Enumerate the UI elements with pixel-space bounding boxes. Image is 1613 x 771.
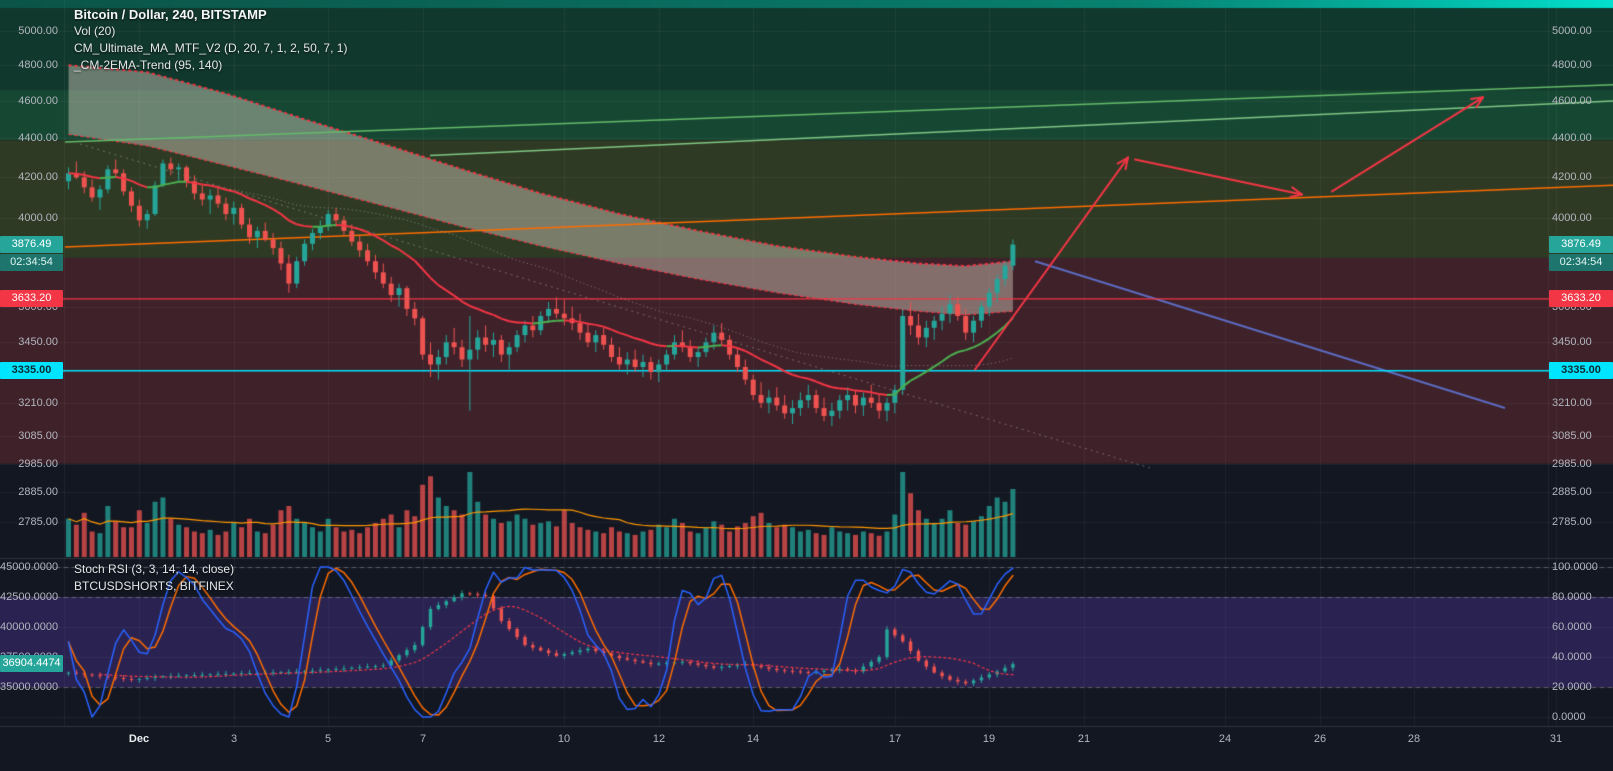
price-tick-label: 2785.00 (1552, 516, 1592, 528)
price-tick-label: 3085.00 (1552, 430, 1592, 442)
time-tick-label: 7 (419, 733, 427, 745)
shorts-value-badge: 36904.4474 (0, 655, 63, 672)
bar-countdown-badge: 02:34:54 (1549, 254, 1613, 271)
time-tick-label: 24 (1218, 733, 1232, 745)
price-tick-label: 4600.00 (1552, 95, 1592, 107)
price-tick-label: 60.0000 (1552, 621, 1592, 633)
price-tick-label: 5000.00 (18, 25, 58, 37)
time-tick-label: 14 (746, 733, 760, 745)
time-tick-label: 26 (1313, 733, 1327, 745)
support-level-badge: 3335.00 (1549, 362, 1613, 379)
time-tick-label: 10 (557, 733, 571, 745)
price-tick-label: 45000.0000 (0, 561, 59, 573)
price-tick-label: 40000.0000 (0, 621, 59, 633)
price-tick-label: 3450.00 (1552, 336, 1592, 348)
time-tick-label: 17 (888, 733, 902, 745)
indicator-btcusdshorts[interactable]: BTCUSDSHORTS, BITFINEX (74, 579, 234, 593)
time-tick-label: 3 (230, 733, 238, 745)
price-tick-label: 20.0000 (1552, 681, 1592, 693)
lower-pane-legend: Stoch RSI (3, 3, 14, 14, close) BTCUSDSH… (74, 561, 234, 595)
price-tick-label: 2985.00 (1552, 458, 1592, 470)
price-tick-label: 3085.00 (18, 430, 58, 442)
time-tick-label: 12 (652, 733, 666, 745)
time-tick-label: 31 (1549, 733, 1563, 745)
support-level-badge: 3335.00 (0, 362, 63, 379)
price-tick-label: 42500.0000 (0, 591, 59, 603)
price-tick-label: 4800.00 (18, 59, 58, 71)
time-axis[interactable]: Dec 3 5 7 10 12 14 17 19 21 24 26 28 31 (0, 726, 1613, 771)
symbol-title[interactable]: Bitcoin / Dollar, 240, BITSTAMP (74, 7, 267, 22)
indicator-cm-2ema-trend[interactable]: _CM-2EMA-Trend (95, 140) (74, 58, 223, 72)
time-tick-label: 21 (1077, 733, 1091, 745)
price-tick-label: 4000.00 (1552, 212, 1592, 224)
indicator-volume[interactable]: Vol (20) (74, 24, 116, 38)
price-tick-label: 4800.00 (1552, 59, 1592, 71)
price-tick-label: 3210.00 (1552, 397, 1592, 409)
alert-price-badge: 3633.20 (1549, 290, 1613, 307)
price-axis-left[interactable]: 5000.00 4800.00 4600.00 4400.00 4200.00 4000.… (0, 0, 64, 726)
price-tick-label: 40.0000 (1552, 651, 1592, 663)
price-tick-label: 4400.00 (18, 132, 58, 144)
price-tick-label: 4200.00 (18, 171, 58, 183)
last-price-badge: 3876.49 (0, 236, 63, 253)
price-tick-label: 2985.00 (18, 458, 58, 470)
price-tick-label: 4600.00 (18, 95, 58, 107)
price-tick-label: 0.0000 (1552, 711, 1586, 723)
bar-countdown-badge: 02:34:54 (0, 254, 63, 271)
time-tick-label: 19 (982, 733, 996, 745)
price-tick-label: 2885.00 (1552, 486, 1592, 498)
time-tick-label: 28 (1407, 733, 1421, 745)
price-tick-label: 5000.00 (1552, 25, 1592, 37)
time-tick-label: 5 (324, 733, 332, 745)
price-tick-label: 2885.00 (18, 486, 58, 498)
price-tick-label: 4000.00 (18, 212, 58, 224)
alert-price-badge: 3633.20 (0, 290, 63, 307)
indicator-cm-ultimate-ma[interactable]: CM_Ultimate_MA_MTF_V2 (D, 20, 7, 1, 2, 5… (74, 41, 348, 55)
price-tick-label: 35000.0000 (0, 681, 59, 693)
price-tick-label: 80.0000 (1552, 591, 1592, 603)
main-pane-legend: Bitcoin / Dollar, 240, BITSTAMP Vol (20)… (74, 6, 347, 74)
price-tick-label: 100.0000 (1552, 561, 1598, 573)
price-tick-label: 2785.00 (18, 516, 58, 528)
indicator-stoch-rsi[interactable]: Stoch RSI (3, 3, 14, 14, close) (74, 562, 235, 576)
price-tick-label: 3210.00 (18, 397, 58, 409)
time-tick-label: Dec (128, 733, 150, 745)
price-tick-label: 4200.00 (1552, 171, 1592, 183)
price-tick-label: 3450.00 (18, 336, 58, 348)
last-price-badge: 3876.49 (1549, 236, 1613, 253)
price-tick-label: 4400.00 (1552, 132, 1592, 144)
